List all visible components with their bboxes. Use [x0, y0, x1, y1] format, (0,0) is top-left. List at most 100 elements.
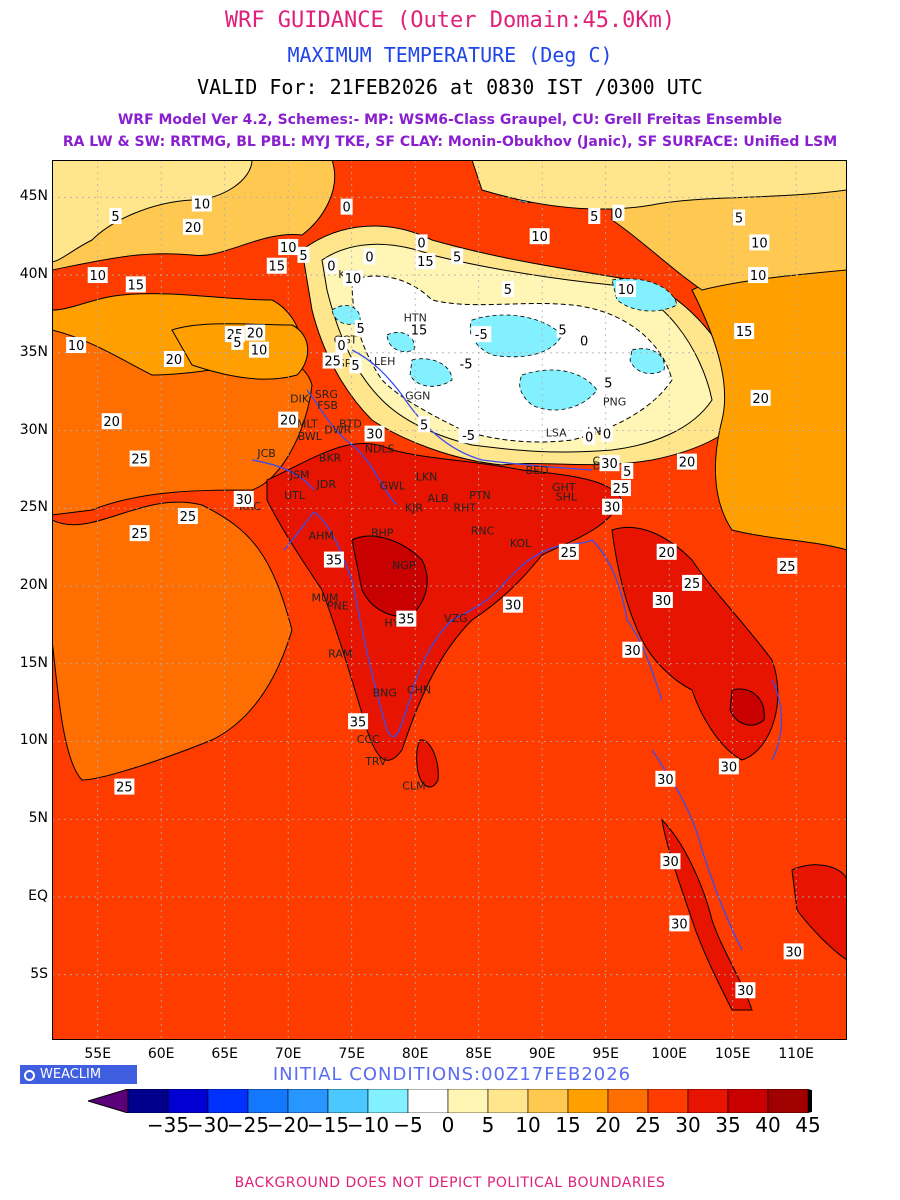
initial-conditions: INITIAL CONDITIONS:00Z17FEB2026: [272, 1064, 632, 1085]
contour-label-text: 30: [671, 917, 688, 932]
contour-label: 0: [340, 198, 353, 216]
contour-label-bg: [656, 543, 677, 560]
contour-label: 5: [602, 374, 615, 391]
contour-label-text: 0: [603, 428, 611, 443]
arabian-sea-region: [52, 501, 293, 781]
lat-label: 5N: [28, 810, 48, 827]
colorbar-tick-label: 5: [481, 1113, 495, 1137]
contour-label-bg: [363, 248, 376, 265]
contour-label-text: 35: [326, 554, 343, 569]
contour-label-text: 0: [365, 250, 373, 265]
contour-label-text: 0: [580, 334, 588, 349]
contour-label: 30: [735, 982, 756, 999]
station-label: MUM: [312, 592, 339, 605]
contour-label: 15: [125, 276, 146, 293]
station-label: PNG: [603, 396, 626, 409]
station-label: BTD: [339, 417, 362, 430]
contour-label-text: 0: [342, 201, 350, 216]
contour-label: 10: [66, 337, 87, 354]
lon-label: 100E: [651, 1046, 687, 1062]
contour-label-bg: [231, 333, 244, 350]
contour-label-bg: [109, 207, 122, 224]
contour-label-text: 30: [366, 428, 383, 443]
contour-label-text: 5: [356, 322, 364, 337]
contour-label: 30: [652, 592, 673, 609]
contour-label: 10: [191, 195, 212, 213]
station-label: HTN: [404, 312, 427, 325]
contour-label: 35: [323, 551, 344, 569]
lat-label: 40N: [19, 266, 48, 283]
contour-label-text: 20: [247, 327, 264, 342]
station-label: FSB: [317, 399, 338, 412]
contour-label-text: 30: [785, 945, 802, 960]
contour-label-bg: [748, 267, 769, 284]
contour-label: 5: [621, 462, 634, 480]
contour-label-bg: [129, 450, 150, 467]
contour-label-bg: [471, 326, 492, 343]
station-label: BED: [526, 464, 549, 477]
contour-label-bg: [325, 257, 338, 274]
contour-label-text: 10: [618, 283, 635, 298]
contour-label-bg: [101, 413, 122, 430]
contour-label: 20: [101, 413, 122, 430]
contour-label-bg: [750, 389, 771, 406]
contour-label-text: 15: [417, 255, 434, 270]
contour-label-text: -5: [475, 328, 488, 343]
contour-label: 25: [777, 557, 798, 575]
contour-label: 10: [249, 341, 270, 359]
contour-label-bg: [322, 352, 343, 369]
lat-label: 30N: [19, 421, 48, 438]
colorbar-swatch: [567, 1089, 609, 1113]
contour-label: 0: [363, 248, 376, 265]
contour-label-bg: [556, 321, 569, 338]
contour-label: 20: [750, 389, 771, 407]
contour-label-bg: [578, 332, 591, 349]
contour-label-bg: [501, 281, 514, 298]
contour-label-text: 15: [736, 325, 753, 340]
colorbar-tick-label: 15: [555, 1113, 581, 1137]
pakistan-hills: [171, 323, 309, 380]
sri-lanka: [416, 739, 439, 788]
contour-label-bg: [396, 610, 417, 627]
station-label: UTL: [284, 489, 306, 502]
contour-label-text: 10: [280, 241, 297, 256]
contour-label: 5: [733, 209, 746, 227]
contour-label-bg: [233, 490, 254, 507]
station-label: AHM: [309, 529, 334, 542]
contour-label-text: 5: [233, 336, 241, 351]
contour-label-text: 20: [752, 392, 769, 407]
contour-label-bg: [529, 228, 550, 245]
colorbar-swatch: [127, 1089, 169, 1113]
station-label: JCB: [256, 447, 275, 460]
contour-label-text: 25: [131, 527, 148, 542]
contour-label-text: 20: [166, 353, 183, 368]
lon-label: 95E: [592, 1046, 620, 1062]
contour-label-bg: [66, 337, 87, 354]
contour-label: 15: [409, 321, 430, 338]
station-label: MLT: [297, 417, 318, 430]
colorbar-swatch: [167, 1089, 209, 1113]
contour-label: 20: [245, 324, 266, 342]
contour-label: 0: [600, 425, 613, 443]
caspian-region: [52, 160, 253, 263]
contour-label-text: 0: [337, 339, 345, 354]
contour-label-bg: [783, 943, 804, 960]
station-label: KJR: [405, 501, 423, 514]
contour-label-bg: [114, 778, 135, 795]
colorbar-swatch: [687, 1089, 729, 1113]
station-label: RHT: [453, 501, 476, 514]
station-label: RAM: [328, 648, 352, 661]
contour-label-text: 25: [116, 781, 133, 796]
station-label: DIK: [290, 393, 310, 406]
contour-label-bg: [245, 324, 266, 341]
contour-label: 10: [342, 270, 363, 287]
contour-label-text: 5: [623, 465, 631, 480]
colorbar-swatch: [767, 1089, 809, 1113]
contour-label-bg: [125, 276, 146, 293]
lat-label: EQ: [28, 887, 48, 904]
station-label: LSA: [546, 427, 567, 440]
colorbar-tick-label: 20: [595, 1113, 621, 1137]
contour-label: -5: [471, 326, 492, 343]
contour-label: 30: [233, 490, 254, 508]
contour-label-bg: [451, 248, 464, 265]
